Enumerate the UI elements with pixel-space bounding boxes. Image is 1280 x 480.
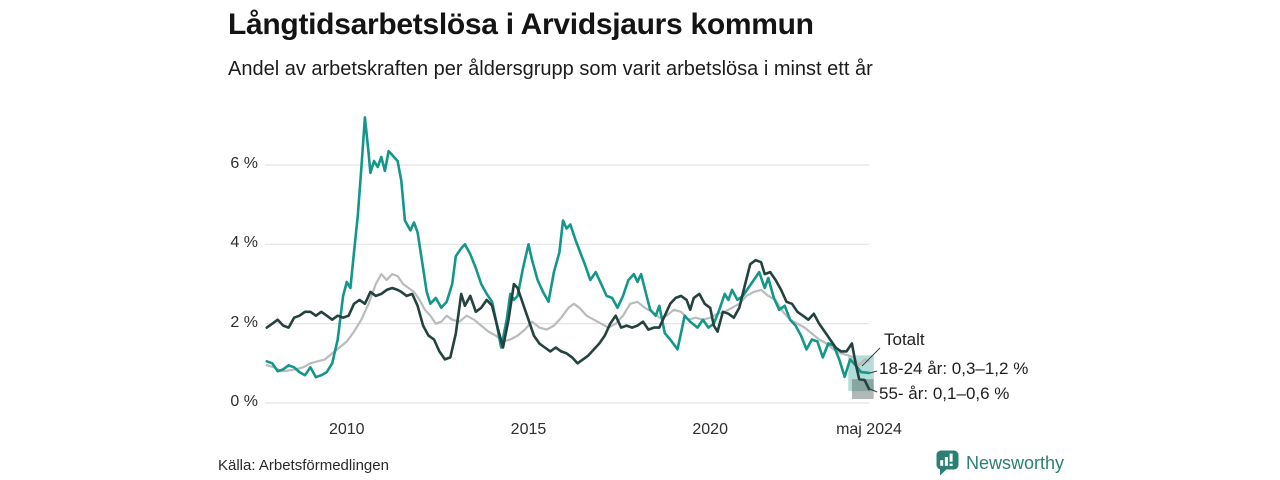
x-axis-tick-label: 2010	[328, 421, 365, 438]
y-axis-tick-label: 6 %	[230, 154, 258, 172]
newsworthy-logo-text: Newsworthy	[966, 452, 1065, 473]
x-axis-tick-label: 2020	[692, 421, 728, 438]
annotation-connector	[869, 370, 878, 374]
annotation-55plus: 55- år: 0,1–0,6 %	[879, 384, 1010, 403]
y-axis-tick-label: 2 %	[230, 313, 258, 331]
series-line-totalt	[265, 273, 871, 373]
x-axis-tick-label: 2015	[510, 421, 547, 438]
source-caption: Källa: Arbetsförmedlingen	[218, 457, 389, 474]
y-axis-tick-label: 4 %	[230, 234, 258, 252]
x-axis-tick-label: maj 2024	[836, 421, 902, 438]
series-line-55-r	[265, 258, 871, 391]
annotation-total: Totalt	[884, 330, 925, 349]
annotation-connector	[869, 388, 878, 393]
newsworthy-logo[interactable]: Newsworthy	[936, 449, 1064, 477]
uncertainty-band	[851, 379, 874, 400]
bar-chart-speech-bubble-icon	[936, 450, 959, 476]
y-axis-tick-label: 0 %	[230, 393, 258, 410]
chart-title: Långtidsarbetslösa i Arvidsjaurs kommun	[228, 8, 814, 41]
annotation-connector	[861, 347, 881, 367]
series-line-18-24-r	[265, 116, 871, 379]
chart-subtitle: Andel av arbetskraften per åldersgrupp s…	[228, 58, 873, 80]
annotation-18-24: 18-24 år: 0,3–1,2 %	[879, 359, 1029, 378]
